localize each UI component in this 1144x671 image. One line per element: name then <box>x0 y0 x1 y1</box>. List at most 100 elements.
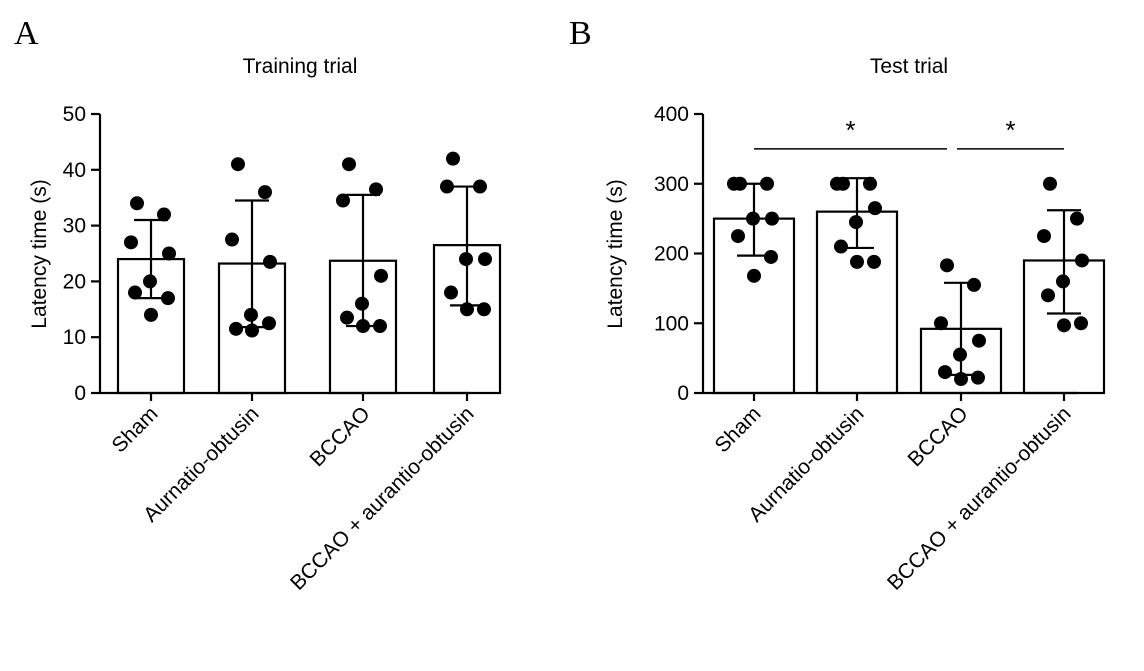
panel-b-data-point <box>1037 229 1051 244</box>
panel-b-data-point <box>868 201 882 216</box>
panel-a-ytick-label: 10 <box>63 326 86 349</box>
panel-a-data-point <box>157 207 171 222</box>
panel-b-category-label: BCCAO <box>903 402 972 471</box>
panel-b-data-point <box>1070 211 1084 226</box>
panel-a-data-point <box>355 296 369 311</box>
panel-b-data-point <box>830 176 844 191</box>
panel-a-axes <box>98 114 470 395</box>
panel-a-data-point <box>225 232 239 247</box>
panel-b-data-point <box>849 215 863 230</box>
panel-b-data-point <box>1075 253 1089 268</box>
panel-b-data-point <box>746 211 760 226</box>
panel-b-data-point <box>934 316 948 331</box>
panel-b-axes <box>701 114 1078 395</box>
panel-b-data-point <box>747 268 761 283</box>
panel-a-data-point <box>143 274 157 289</box>
panel-b-significance: * * <box>754 115 1064 150</box>
panel-b-ytick-label: 400 <box>654 103 689 126</box>
panel-a-data-point <box>162 246 176 261</box>
panel-b-data-point <box>834 239 848 254</box>
panel-a-data-point <box>356 319 370 334</box>
panel-b-data-point <box>1057 318 1071 333</box>
panel-b-data-point <box>1043 176 1057 191</box>
panel-a-data-point <box>459 252 473 267</box>
panel-a-data-point <box>244 307 258 322</box>
panel-a-data-point <box>373 319 387 334</box>
panel-b-data-point <box>863 176 877 191</box>
panel-b-data-point <box>760 176 774 191</box>
panel-a-data-point <box>477 302 491 317</box>
panel-a-category-label: BCCAO <box>305 402 374 471</box>
panel-b-category-label: BCCAO + aurantio-obtusin <box>883 402 1075 594</box>
panel-b-data-point <box>953 347 967 362</box>
panel-b-ticks: 0 100 200 300 400 <box>654 103 1066 405</box>
panel-a-data-point <box>444 285 458 300</box>
panel-b-category-label: Sham <box>710 402 765 457</box>
panel-a-data-point <box>124 235 138 250</box>
panel-a-ytick-label: 50 <box>63 103 86 126</box>
panel-b-data-point <box>727 176 741 191</box>
panel-b-data-point <box>972 333 986 348</box>
panel-a-error-bars <box>134 185 484 329</box>
panel-b-data-point <box>938 365 952 380</box>
panel-a-data-point <box>369 182 383 197</box>
panel-b-data-point <box>850 254 864 269</box>
panel-a-data-point <box>229 321 243 336</box>
panel-a-ytick-label: 30 <box>63 215 86 238</box>
panel-a-title: Training trial <box>243 55 358 78</box>
panel-a-category-label: BCCAO + aurantio-obtusin <box>286 402 478 594</box>
panel-a-data-point <box>342 157 356 172</box>
panel-a-data-point <box>473 179 487 194</box>
panel-b-significance-star: * <box>845 115 855 145</box>
panel-a-data-point <box>258 185 272 200</box>
panel-b-significance-star: * <box>1005 115 1015 145</box>
panel-b-data-point <box>954 372 968 387</box>
panel-a: A Training trial Latency time (s) 0 10 20 3… <box>14 15 502 595</box>
panel-a-data-point <box>263 254 277 269</box>
panel-b-data-point <box>765 211 779 226</box>
panel-b-points <box>727 176 1089 387</box>
panel-b-data-point <box>764 249 778 264</box>
panel-b-data-point <box>971 370 985 385</box>
panel-a-data-point <box>128 285 142 300</box>
panel-a-data-point <box>245 323 259 338</box>
panel-a-data-point <box>374 268 388 283</box>
panel-a-y-axis-label: Latency time (s) <box>28 179 51 328</box>
panel-b-data-point <box>940 258 954 273</box>
panel-b-y-axis-label: Latency time (s) <box>604 179 627 328</box>
panel-a-ticks: 0 10 20 30 40 50 <box>63 103 469 405</box>
panel-b-data-point <box>1041 288 1055 303</box>
panel-b-data-point <box>967 277 981 292</box>
panel-a-data-point <box>161 291 175 306</box>
panel-b-data-point <box>867 254 881 269</box>
panel-a-data-point <box>446 151 460 166</box>
panel-a-ytick-label: 20 <box>63 270 86 293</box>
panel-b-data-point <box>1056 274 1070 289</box>
panel-b-ytick-label: 200 <box>654 243 689 266</box>
panel-b-data-point <box>731 229 745 244</box>
panel-b-title: Test trial <box>870 55 948 78</box>
panel-b: B Test trial Latency time (s) 0 100 200 300… <box>569 15 1106 595</box>
panel-a-points <box>124 151 492 338</box>
panel-a-data-point <box>231 157 245 172</box>
panel-a-data-point <box>336 193 350 208</box>
panel-b-ytick-label: 300 <box>654 173 689 196</box>
panel-letter-b: B <box>569 15 592 52</box>
panel-b-ytick-label: 100 <box>654 312 689 335</box>
panel-a-category-label: Sham <box>107 402 162 457</box>
panel-a-ytick-label: 0 <box>74 382 86 405</box>
panel-a-data-point <box>130 196 144 211</box>
panel-a-data-point <box>340 310 354 325</box>
panel-a-data-point <box>144 307 158 322</box>
panel-letter-a: A <box>14 15 39 52</box>
panel-a-bars <box>116 244 502 395</box>
panel-a-data-point <box>460 302 474 317</box>
panel-a-data-point <box>440 179 454 194</box>
panel-b-ytick-label: 0 <box>677 382 689 405</box>
panel-a-data-point <box>478 252 492 267</box>
panel-a-data-point <box>262 316 276 331</box>
panel-a-ytick-label: 40 <box>63 159 86 182</box>
